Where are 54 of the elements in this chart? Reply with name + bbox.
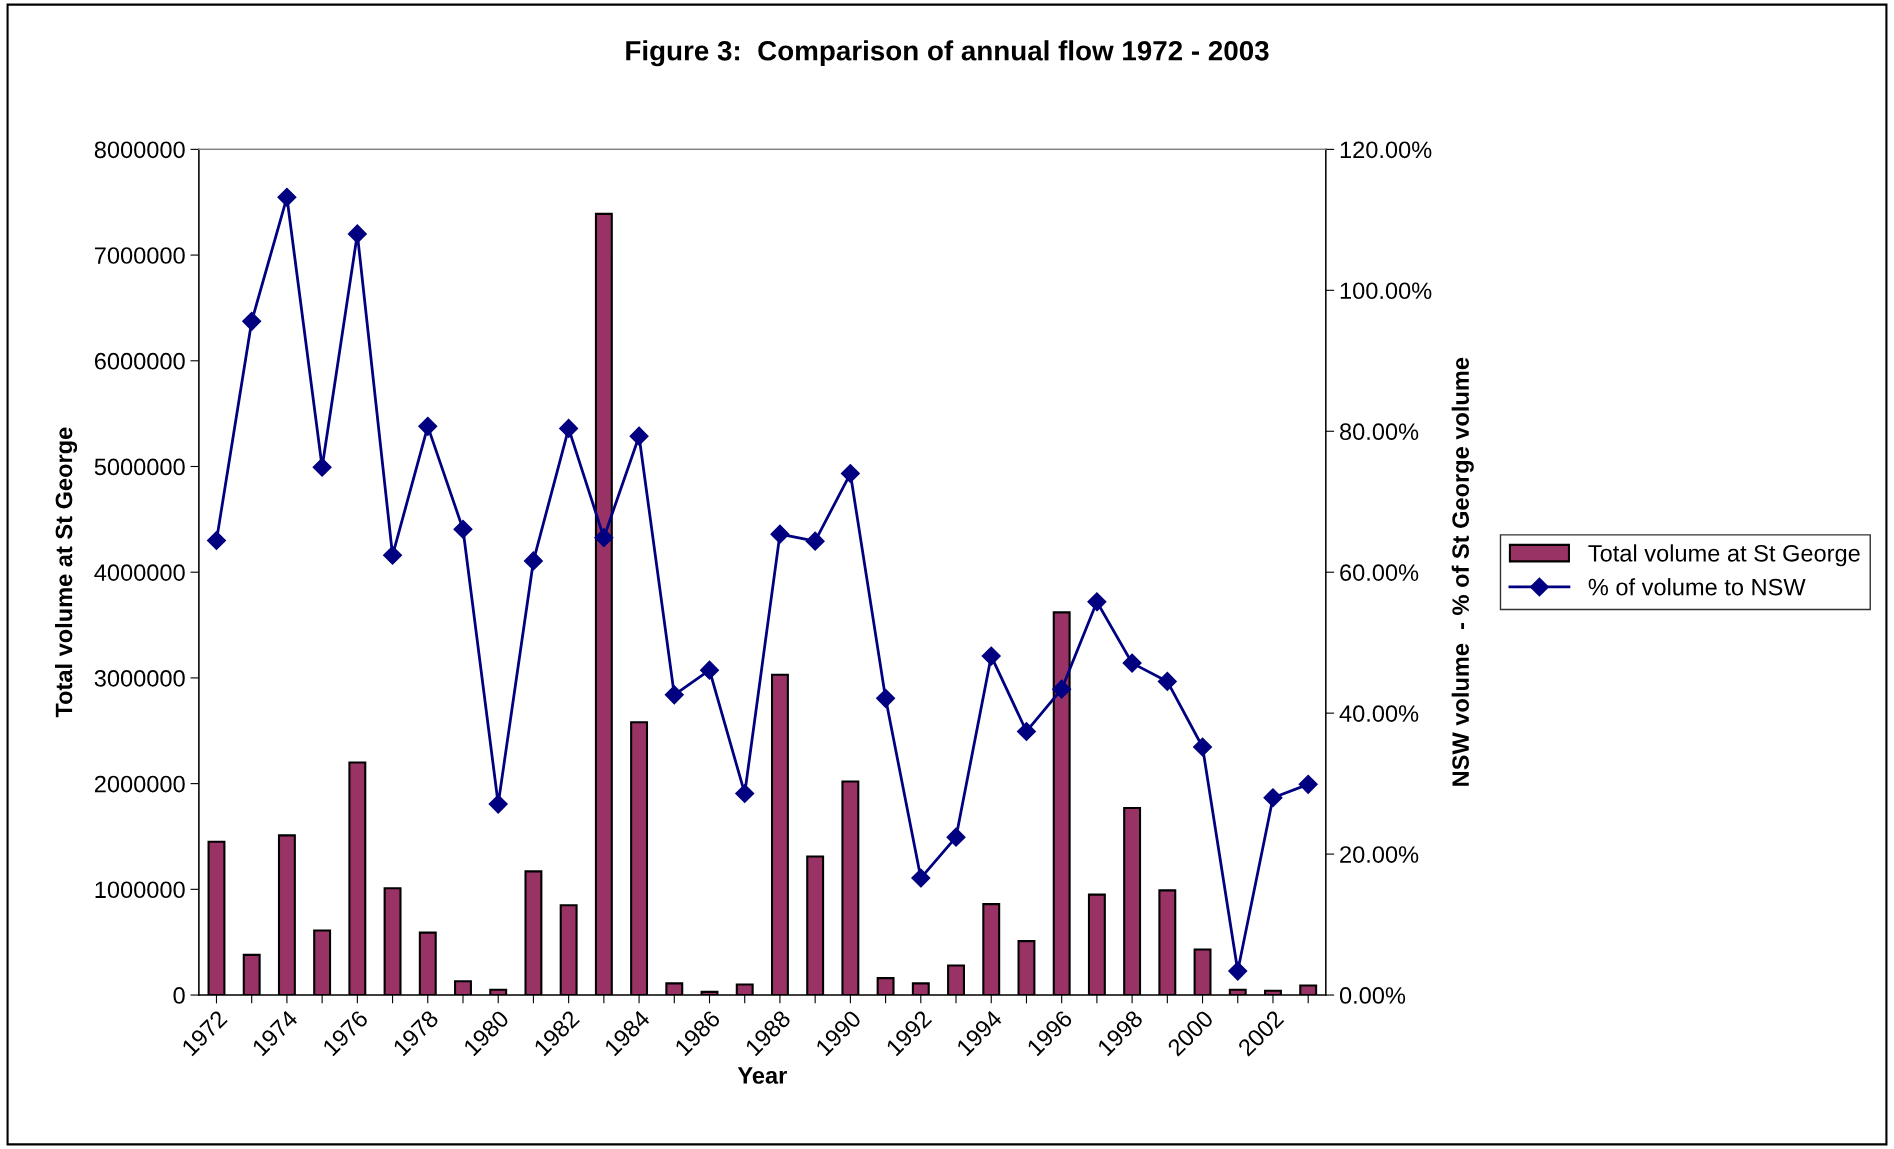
y2-tick-label: 100.00% bbox=[1340, 282, 1432, 300]
point bbox=[347, 224, 367, 244]
point bbox=[277, 187, 297, 207]
point bbox=[911, 868, 931, 888]
chart-title: Figure 3: Comparison of annual flow 1972 - 2003 bbox=[626, 40, 1269, 67]
point bbox=[946, 827, 966, 847]
point bbox=[1122, 653, 1142, 673]
point bbox=[629, 426, 649, 446]
point bbox=[840, 464, 860, 484]
point bbox=[1052, 679, 1072, 699]
point bbox=[1087, 592, 1107, 612]
point bbox=[594, 528, 614, 548]
point bbox=[1157, 671, 1177, 691]
point bbox=[1298, 774, 1318, 794]
y-tick-label: 6000000 bbox=[94, 352, 185, 370]
y2-tick-label: 80.00% bbox=[1340, 423, 1419, 441]
y-tick-label: 4000000 bbox=[94, 564, 185, 581]
point bbox=[1228, 961, 1248, 981]
point bbox=[1193, 737, 1213, 757]
point bbox=[383, 545, 403, 565]
y2-tick-label: 60.00% bbox=[1340, 564, 1419, 581]
point bbox=[699, 660, 720, 680]
point bbox=[559, 418, 579, 438]
point bbox=[453, 519, 473, 539]
point bbox=[1016, 721, 1036, 742]
y-tick-label: 0 bbox=[173, 987, 185, 1004]
y2-axis-title: NSW volume - % of St George volume bbox=[1451, 357, 1474, 786]
point bbox=[1263, 788, 1283, 808]
x-axis-title: Year bbox=[737, 1067, 787, 1084]
legend-label: % of volume to NSW bbox=[1588, 578, 1806, 596]
y2-tick-label: 20.00% bbox=[1340, 846, 1419, 863]
y-tick-label: 2000000 bbox=[94, 775, 185, 793]
y2-tick-label: 120.00% bbox=[1340, 141, 1432, 159]
point bbox=[488, 794, 508, 814]
y-tick-label: 3000000 bbox=[94, 669, 185, 687]
point bbox=[418, 416, 438, 436]
point bbox=[805, 531, 825, 551]
point bbox=[312, 457, 332, 477]
y-tick-label: 7000000 bbox=[94, 247, 185, 264]
point bbox=[876, 688, 896, 708]
point bbox=[981, 646, 1001, 666]
point bbox=[735, 783, 755, 804]
point bbox=[770, 524, 790, 544]
legend-label: Total volume at St George bbox=[1588, 544, 1860, 567]
point bbox=[523, 551, 543, 571]
point bbox=[664, 685, 684, 705]
y2-tick-label: 40.00% bbox=[1339, 705, 1419, 722]
point bbox=[242, 311, 262, 331]
y-tick-label: 1000000 bbox=[95, 881, 185, 899]
y-axis-title: Total volume at St George bbox=[54, 427, 78, 718]
y-tick-label: 8000000 bbox=[94, 141, 185, 159]
point bbox=[206, 530, 227, 551]
y2-tick-label: 0.00% bbox=[1339, 987, 1406, 1004]
y-tick-label: 5000000 bbox=[94, 458, 185, 476]
